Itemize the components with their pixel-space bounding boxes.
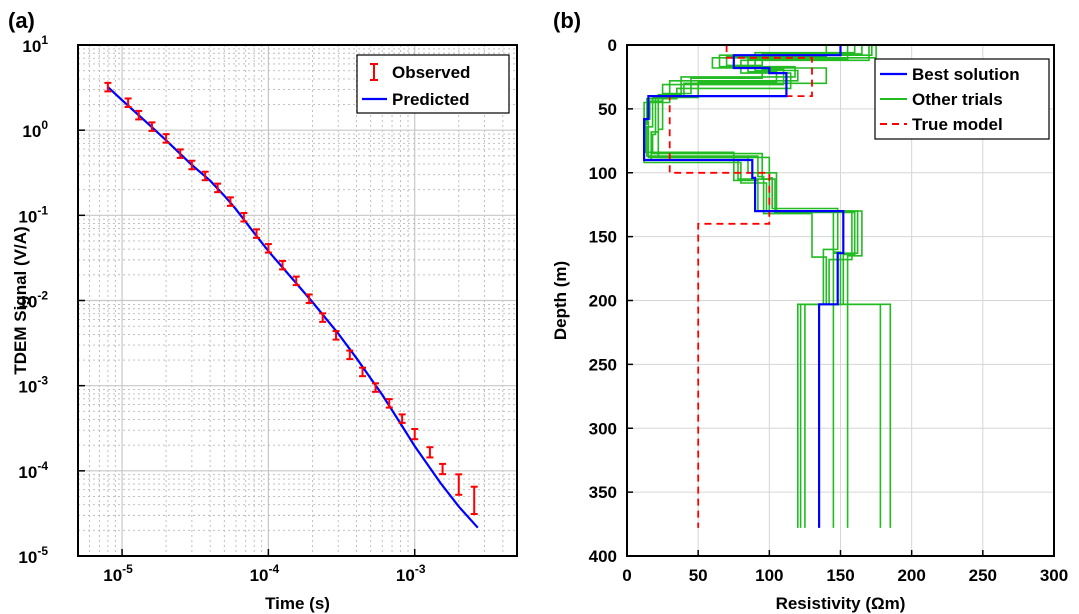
- observed-errorbar: [176, 148, 184, 159]
- observed-errorbar: [359, 366, 367, 378]
- panel-a-legend: Observed Predicted: [356, 54, 510, 114]
- observed-errorbar: [188, 159, 196, 171]
- x-tick-label: 250: [969, 566, 997, 585]
- legend-true-model-label: True model: [912, 115, 1003, 134]
- panel-a-plot-area: [104, 81, 479, 529]
- y-tick-label: 10-3: [18, 374, 48, 397]
- observed-errorbar: [240, 211, 248, 223]
- y-tick-label: 300: [589, 419, 617, 438]
- observed-errorbar: [124, 97, 132, 108]
- x-tick-label: 10-3: [396, 562, 426, 585]
- y-tick-label: 10-1: [18, 203, 48, 226]
- y-tick-label: 400: [589, 547, 617, 566]
- x-tick-exponent: -5: [122, 562, 133, 576]
- panel-a-ylabel: TDEM Signal (V/A): [11, 226, 30, 374]
- x-tick-exponent: -4: [269, 562, 280, 576]
- panel-b-ylabel: Depth (m): [551, 261, 570, 340]
- observed-errorbar: [279, 259, 287, 271]
- observed-errorbar: [162, 133, 170, 144]
- observed-errorbar: [319, 312, 327, 323]
- legend-predicted-label: Predicted: [392, 90, 469, 109]
- observed-errorbar: [455, 473, 463, 496]
- panel-a-legend-items: Observed Predicted: [362, 63, 470, 109]
- panel-a: (a) 10-5 10-4 10-3 10-5 10-4 10-3 1 0 -2 10-1 100 1…: [8, 8, 518, 613]
- x-tick-label: 300: [1040, 566, 1068, 585]
- other-trial-line: [657, 45, 839, 528]
- panel-b-plot-area: [643, 45, 892, 528]
- observed-errorbar: [214, 182, 222, 194]
- y-tick-label: 0: [608, 36, 617, 55]
- y-tick-label: 200: [589, 292, 617, 311]
- panel-a-xlabel: Time (s): [265, 594, 330, 613]
- panel-b-legend-items: Best solution Other trials True model: [880, 65, 1020, 134]
- y-tick-exponent: 0: [41, 118, 48, 132]
- observed-errorbar: [385, 398, 393, 409]
- other-trial-line: [651, 45, 892, 528]
- y-tick-label: 100: [22, 118, 48, 141]
- observed-errorbar: [226, 196, 234, 207]
- legend-best-solution-label: Best solution: [912, 65, 1020, 84]
- observed-errorbar: [470, 485, 478, 515]
- panel-b-ticks: 0 50 100 150 200 250 300 0 50 100 150 200 250 300 350 4…: [589, 36, 1069, 585]
- x-tick-label: 50: [689, 566, 708, 585]
- y-tick-label: 10-4: [18, 459, 48, 482]
- y-tick-exponent: 1: [41, 33, 48, 47]
- observed-errorbar: [332, 330, 340, 341]
- legend-other-trials-label: Other trials: [912, 90, 1003, 109]
- y-tick-label: 10-5: [18, 544, 48, 567]
- other-trial-line: [643, 45, 870, 528]
- y-tick-exponent: -3: [37, 374, 48, 388]
- legend-observed-label: Observed: [392, 63, 470, 82]
- observed-errorbar: [372, 382, 380, 393]
- y-tick-exponent: -5: [37, 544, 48, 558]
- observed-errorbar: [305, 293, 313, 304]
- y-tick-exponent: -4: [37, 459, 48, 473]
- other-trial-line: [643, 45, 882, 528]
- panel-b-label: (b): [553, 8, 581, 33]
- panel-a-grid: [78, 44, 518, 557]
- x-tick-label: 200: [897, 566, 925, 585]
- observed-errorbar: [426, 446, 434, 459]
- observed-errorbar: [148, 121, 156, 132]
- panel-b: (b) 0 50 100 150 200 250 300 0 50 100 150 200 250 300…: [551, 8, 1068, 613]
- y-tick-exponent: -1: [37, 203, 48, 217]
- y-tick-label: 50: [598, 100, 617, 119]
- panel-a-legend-box: [356, 54, 510, 114]
- observed-errorbar: [201, 170, 209, 182]
- y-tick-exponent: -2: [37, 289, 48, 303]
- x-tick-label: 10-5: [103, 562, 133, 585]
- observed-errorbar: [346, 349, 354, 361]
- y-tick-label: 101: [22, 33, 48, 56]
- x-tick-label: 100: [755, 566, 783, 585]
- panel-a-label: (a): [8, 8, 35, 33]
- observed-errorbar: [439, 462, 447, 476]
- true-model-line: [668, 45, 813, 528]
- y-tick-label: 150: [589, 228, 617, 247]
- other-trial-line: [650, 45, 873, 528]
- observed-errorbar: [253, 228, 261, 239]
- x-tick-label: 0: [622, 566, 631, 585]
- observed-errorbar: [292, 275, 300, 287]
- y-tick-label: 100: [589, 164, 617, 183]
- other-trial-line: [644, 45, 863, 528]
- best-solution-line: [643, 45, 845, 528]
- other-trial-line: [646, 45, 849, 528]
- observed-errorbar: [264, 243, 272, 254]
- observed-errorbar: [135, 109, 143, 121]
- predicted-line: [107, 86, 479, 529]
- x-tick-label: 150: [826, 566, 854, 585]
- panel-b-xlabel: Resistivity (Ωm): [776, 594, 906, 613]
- observed-errorbar: [398, 413, 406, 424]
- panel-b-legend: Best solution Other trials True model: [874, 58, 1050, 140]
- x-tick-label: 10-4: [250, 562, 280, 585]
- observed-errorbar: [104, 81, 112, 93]
- observed-errorbar: [411, 427, 419, 441]
- x-tick-exponent: -3: [415, 562, 426, 576]
- y-tick-label: 250: [589, 355, 617, 374]
- y-tick-label: 350: [589, 483, 617, 502]
